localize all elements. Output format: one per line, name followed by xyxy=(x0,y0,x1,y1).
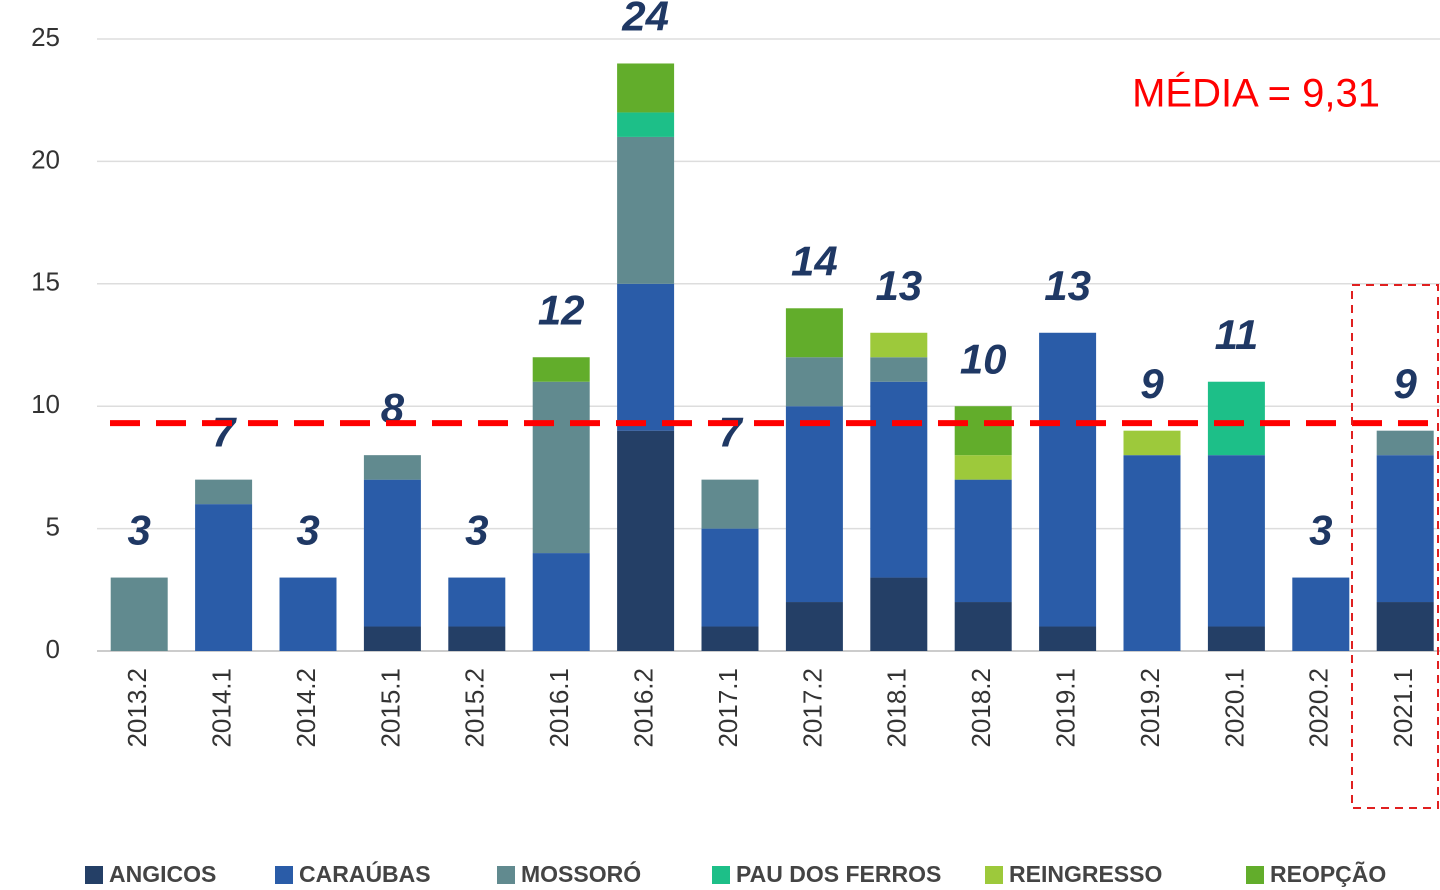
legend-swatch xyxy=(1246,866,1264,884)
total-label: 13 xyxy=(875,262,922,309)
bar-segment xyxy=(701,626,759,651)
bar-segment xyxy=(954,455,1012,480)
bar-segment xyxy=(785,406,843,603)
y-tick-label: 25 xyxy=(31,22,60,52)
x-tick-label: 2021.1 xyxy=(1388,668,1418,748)
bar-segment xyxy=(195,504,253,651)
total-label: 3 xyxy=(1309,507,1332,554)
bar-segment xyxy=(1376,430,1434,456)
x-tick-label: 2015.2 xyxy=(460,668,490,748)
bar-segment xyxy=(195,479,253,505)
x-tick-label: 2014.2 xyxy=(291,668,321,748)
bar-segment xyxy=(363,479,421,627)
legend-label: REINGRESSO xyxy=(1009,861,1162,887)
bar-segment xyxy=(363,626,421,651)
bar-segment xyxy=(1039,626,1097,651)
bar-segment xyxy=(870,357,928,382)
total-label: 24 xyxy=(621,0,669,40)
bar-segment xyxy=(1376,455,1434,603)
average-label: MÉDIA = 9,31 xyxy=(1132,71,1380,116)
bar-segment xyxy=(1207,626,1265,651)
bar-segment xyxy=(110,577,168,651)
bar-segment xyxy=(617,112,675,137)
bar-segment xyxy=(279,577,337,651)
total-label: 13 xyxy=(1044,262,1091,309)
x-tick-label: 2015.1 xyxy=(375,668,405,748)
legend-swatch xyxy=(985,866,1003,884)
bar-segment xyxy=(701,479,759,529)
bar-segment xyxy=(954,406,1012,456)
y-tick-label: 10 xyxy=(31,389,60,419)
legend-swatch xyxy=(497,866,515,884)
x-tick-label: 2016.1 xyxy=(544,668,574,748)
bar-segment xyxy=(617,63,675,113)
bar-segment xyxy=(532,553,590,651)
legend-label: CARAÚBAS xyxy=(299,860,431,887)
x-tick-label: 2020.1 xyxy=(1219,668,1249,748)
bar-segment xyxy=(448,626,506,651)
bar-segment xyxy=(954,479,1012,603)
bar-segment xyxy=(617,430,675,651)
bar-segment xyxy=(1123,455,1181,651)
bar-segment xyxy=(954,602,1012,651)
bar-segment xyxy=(617,283,675,431)
legend-label: REOPÇÃO xyxy=(1270,860,1386,887)
legend-swatch xyxy=(85,866,103,884)
bar-segment xyxy=(363,455,421,480)
total-label: 3 xyxy=(128,507,151,554)
x-tick-label: 2016.2 xyxy=(628,668,658,748)
bar-segment xyxy=(785,357,843,407)
bar-segment xyxy=(870,577,928,651)
x-tick-label: 2019.2 xyxy=(1135,668,1165,748)
y-tick-label: 0 xyxy=(46,634,60,664)
total-label: 14 xyxy=(791,237,838,284)
total-label: 3 xyxy=(296,507,319,554)
x-tick-label: 2018.1 xyxy=(882,668,912,748)
bar-segment xyxy=(870,332,928,358)
bar-segment xyxy=(617,136,675,284)
total-label: 10 xyxy=(960,335,1007,382)
y-tick-label: 20 xyxy=(31,144,60,174)
highlight-box xyxy=(1351,284,1439,809)
x-tick-label: 2013.2 xyxy=(122,668,152,748)
bar-segment xyxy=(1207,455,1265,627)
bar-segment xyxy=(532,381,590,554)
total-label: 9 xyxy=(1394,360,1418,407)
legend-label: PAU DOS FERROS xyxy=(736,861,941,887)
bar-segment xyxy=(1376,602,1434,651)
x-tick-label: 2014.1 xyxy=(206,668,236,748)
x-tick-label: 2020.2 xyxy=(1304,668,1334,748)
total-label: 3 xyxy=(465,507,488,554)
total-label: 9 xyxy=(1140,360,1164,407)
y-tick-label: 15 xyxy=(31,267,60,297)
x-tick-label: 2017.2 xyxy=(797,668,827,748)
y-tick-label: 5 xyxy=(46,511,60,541)
legend-swatch xyxy=(275,866,293,884)
legend-swatch xyxy=(712,866,730,884)
bar-segment xyxy=(1207,381,1265,456)
bar-segment xyxy=(785,602,843,651)
total-label: 7 xyxy=(718,409,743,456)
legend-label: ANGICOS xyxy=(109,861,216,887)
bar-segment xyxy=(785,308,843,358)
bar-segment xyxy=(448,577,506,627)
x-tick-label: 2019.1 xyxy=(1050,668,1080,748)
total-label: 11 xyxy=(1215,311,1259,358)
x-tick-label: 2018.2 xyxy=(966,668,996,748)
bar-segment xyxy=(701,528,759,627)
legend-label: MOSSORÓ xyxy=(521,860,641,887)
x-tick-label: 2017.1 xyxy=(713,668,743,748)
bar-segment xyxy=(870,381,928,578)
total-label: 7 xyxy=(212,409,237,456)
bar-segment xyxy=(1123,430,1181,456)
bar-segment xyxy=(1292,577,1350,651)
bar-segment xyxy=(532,357,590,382)
total-label: 12 xyxy=(538,286,585,333)
bar-segment xyxy=(1039,332,1097,627)
